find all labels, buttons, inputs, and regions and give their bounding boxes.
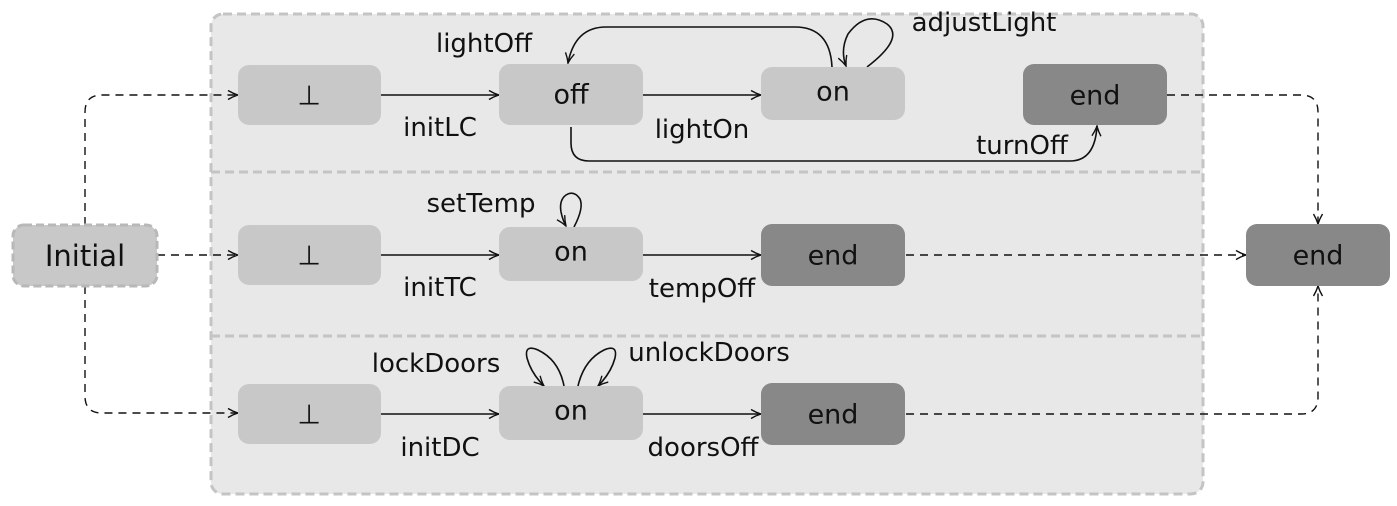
transition-lockDoors: [525, 347, 565, 386]
transition-lightOff: [568, 26, 833, 68]
light-end-label: end: [1070, 81, 1121, 112]
door-on-state: on: [499, 386, 643, 440]
light-end-state: end: [1023, 64, 1167, 125]
transition-turnOff: [570, 126, 1097, 162]
transition-unlockDoors: [577, 347, 617, 386]
transition-setTemp: [561, 192, 582, 227]
door-end-label: end: [808, 400, 859, 431]
composite-state-frame: [209, 12, 1205, 496]
temp-on-state: on: [499, 227, 643, 281]
temp-end-label: end: [808, 241, 859, 272]
temp-start-label: ⊥: [297, 241, 321, 272]
label-lightOff: lightOff: [436, 29, 533, 59]
door-start-label: ⊥: [297, 400, 321, 431]
edge-labels: initLC lightOn lightOff adjustLight turn…: [372, 8, 1069, 463]
final-state-label: end: [1293, 241, 1344, 272]
transition-adjustLight: [843, 18, 894, 67]
light-off-state: off: [499, 64, 643, 125]
light-on-state: on: [761, 67, 905, 120]
states: Initial ⊥ off on end ⊥ on e: [11, 64, 1390, 445]
label-initLC: initLC: [403, 113, 477, 143]
transitions: [381, 18, 1097, 414]
initial-to-light-start: [84, 95, 238, 225]
door-start-state: ⊥: [238, 384, 381, 444]
initial-state-label: Initial: [45, 239, 125, 273]
label-setTemp: setTemp: [426, 189, 535, 219]
light-off-label: off: [553, 80, 590, 111]
label-initTC: initTC: [403, 273, 477, 303]
light-end-to-final: [1167, 94, 1318, 224]
composite-state: [209, 12, 1205, 496]
label-turnOff: turnOff: [976, 131, 1069, 161]
label-tempOff: tempOff: [649, 274, 756, 304]
light-start-state: ⊥: [238, 65, 381, 125]
temp-on-label: on: [554, 237, 588, 268]
label-initDC: initDC: [400, 433, 479, 463]
temp-end-state: end: [761, 224, 905, 286]
door-end-to-final: [906, 286, 1318, 415]
door-end-state: end: [761, 383, 905, 445]
final-state: end: [1246, 224, 1390, 286]
dashed-connectors: [84, 94, 1318, 415]
temp-start-state: ⊥: [238, 225, 381, 285]
label-doorsOff: doorsOff: [648, 433, 760, 463]
light-start-label: ⊥: [297, 81, 321, 112]
label-lightOn: lightOn: [655, 115, 750, 145]
light-on-label: on: [816, 77, 850, 108]
door-on-label: on: [554, 396, 588, 427]
label-adjustLight: adjustLight: [912, 8, 1057, 38]
label-lockDoors: lockDoors: [372, 349, 501, 379]
initial-state: Initial: [11, 223, 159, 288]
label-unlockDoors: unlockDoors: [628, 338, 790, 368]
